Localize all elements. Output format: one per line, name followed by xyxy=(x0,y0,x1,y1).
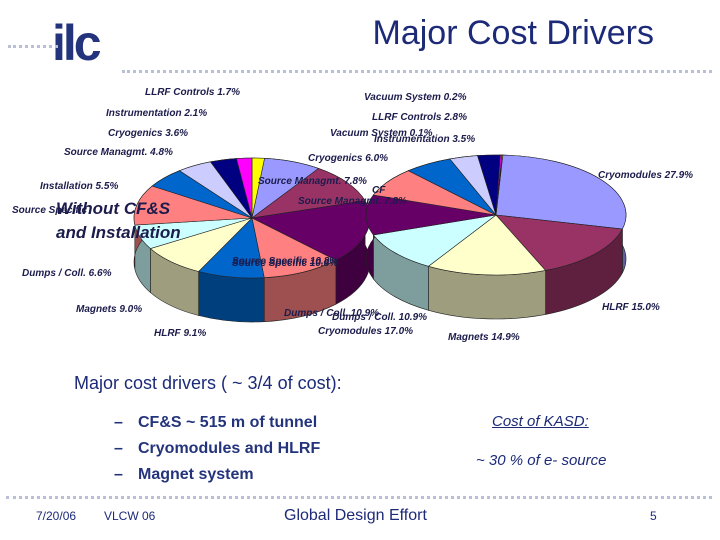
bullet-marker: – xyxy=(114,414,123,431)
bullet-marker: – xyxy=(114,466,123,483)
pie-slice-label: Cryomodules 27.9% xyxy=(598,170,693,181)
pie-slice-label: Instrumentation 3.5% xyxy=(374,134,475,145)
footer-event: VLCW 06 xyxy=(104,509,156,523)
pie-slice xyxy=(495,214,623,271)
page-number: 5 xyxy=(650,509,657,523)
pie-slice-label: Cryogenics 6.0% xyxy=(308,153,388,164)
pie-charts: LLRF Controls 1.7% Source Managmt. 7.8% So… xyxy=(12,87,693,343)
pie-slice xyxy=(495,154,627,230)
pie-slice xyxy=(251,217,337,278)
kasd-title: Cost of KASD: xyxy=(492,413,589,430)
pie-labels-left: LLRF Controls 1.7% Source Managmt. 7.8% So… xyxy=(12,87,413,339)
bullet-item: – Magnet system xyxy=(114,462,320,488)
pie-slice-label: Source Specific xyxy=(12,205,87,216)
bullet-text: Cryomodules and HLRF xyxy=(138,440,321,457)
pie-slice-label: Source Managmt. 7.8% xyxy=(298,196,407,207)
ilc-logo: ilc xyxy=(52,15,104,71)
footer-dots xyxy=(6,496,712,499)
pie-slice-label: Installation 5.5% xyxy=(40,181,118,192)
pie-slice-label: Vacuum System 0.1% xyxy=(330,128,433,139)
pie-labels-right: Cryomodules 27.9% HLRF 15.0% Magnets 14.9%… xyxy=(232,92,693,343)
footer-center: Global Design Effort xyxy=(284,507,427,524)
pie-slice xyxy=(251,168,366,219)
pie-slice xyxy=(365,194,497,236)
pie-slice-label: HLRF 9.1% xyxy=(154,328,206,339)
header-dots xyxy=(122,70,712,73)
pie-chart-left xyxy=(133,157,371,323)
pie-slice-label: HLRF 15.0% xyxy=(602,302,660,313)
bullet-item: – Cryomodules and HLRF xyxy=(114,436,320,462)
bullet-list: – CF&S ~ 515 m of tunnel – Cryomodules and… xyxy=(114,410,320,488)
pie-slice-label: Source Managmt. 4.8% xyxy=(64,147,173,158)
pie-slice-label: CF xyxy=(372,185,386,196)
bullet-text: CF&S ~ 515 m of tunnel xyxy=(138,414,318,431)
header-dots-left xyxy=(8,45,58,48)
bullet-item: – CF&S ~ 515 m of tunnel xyxy=(114,410,320,436)
pie-slice xyxy=(372,214,497,267)
pie-slice xyxy=(236,157,253,219)
pie-slice-label: Vacuum System 0.2% xyxy=(364,92,467,103)
pie-slice-label: Dumps / Coll. 10.9% xyxy=(332,312,427,323)
kasd-value: ~ 30 % of e- source xyxy=(476,452,607,469)
pie-slice xyxy=(251,200,371,261)
footer-date: 7/20/06 xyxy=(36,509,77,523)
pie-slice-label: LLRF Controls 2.8% xyxy=(372,112,467,123)
pie-slice-label: Instrumentation 2.1% xyxy=(106,108,207,119)
pie-slice xyxy=(495,154,504,216)
pie-chart-right xyxy=(365,154,627,320)
pie-slice-label: Dumps / Coll. 10.9% xyxy=(284,308,379,319)
pie-slice-label: Source Specific 10.8% xyxy=(232,256,338,267)
pie-slice-label: Cryomodules 17.0% xyxy=(318,326,413,337)
page-title: Major Cost Drivers xyxy=(372,14,654,52)
chart-annotation: Without CF&S and Installation xyxy=(56,197,181,245)
pie-slice-label: Source Managmt. 7.8% xyxy=(258,176,367,187)
pie-slice xyxy=(427,214,547,276)
pie-slice-label: Magnets 14.9% xyxy=(448,332,520,343)
annotation-line-2: and Installation xyxy=(56,223,181,242)
annotation-line-1: Without CF&S xyxy=(56,199,171,218)
bullet-text: Magnet system xyxy=(138,466,254,483)
pie-slice-side xyxy=(198,271,265,323)
pie-slice-label: Dumps / Coll. 6.6% xyxy=(22,268,112,279)
logo-text: ilc xyxy=(52,15,101,71)
bullet-marker: – xyxy=(114,440,123,457)
pie-slice-label: LLRF Controls 1.7% xyxy=(145,87,240,98)
pie-slice-label: Magnets 9.0% xyxy=(76,304,142,315)
pie-slice-label: Source Specific 10.8% xyxy=(232,258,338,269)
main-text: Major cost drivers ( ~ 3/4 of cost): xyxy=(74,373,342,393)
pie-slice xyxy=(133,185,253,226)
pie-slice-label: Cryogenics 3.6% xyxy=(108,128,188,139)
